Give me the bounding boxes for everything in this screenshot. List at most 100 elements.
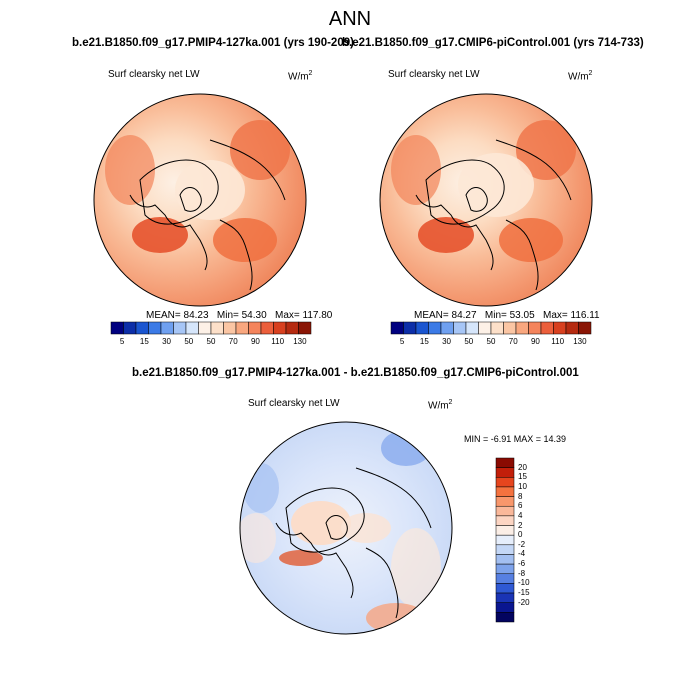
diff-colorbar-ticks: 20 15 10 8 6 4 2 0 -2 -4 -6 -8 -10 -15 -20	[518, 458, 548, 622]
colorbar-swatch	[495, 602, 515, 613]
colorbar-swatch	[495, 534, 515, 546]
colorbar-swatch	[235, 321, 249, 335]
colorbar-tick-label: 130	[573, 337, 587, 346]
colorbar-tick-label: 10	[518, 481, 527, 491]
colorbar-tick-label: 6	[518, 501, 523, 511]
colorbar-tick-label: 5	[399, 337, 405, 346]
right-colorbar-ticks: 5 15 30 50 50 70 90 110 130	[391, 337, 591, 349]
colorbar-swatch	[528, 321, 542, 335]
colorbar-tick-label: -8	[518, 568, 526, 578]
colorbar-swatch	[273, 321, 287, 335]
colorbar-tick-label: 15	[518, 472, 527, 482]
left-panel-case-title: b.e21.B1850.f09_g17.PMIP4-127ka.001 (yrs…	[72, 37, 354, 49]
colorbar-swatch	[495, 544, 515, 555]
colorbar-swatch	[390, 321, 404, 335]
colorbar-tick-label: 50	[486, 337, 496, 346]
colorbar-swatch	[495, 573, 515, 584]
colorbar-swatch	[495, 477, 515, 488]
colorbar-swatch	[415, 321, 429, 335]
colorbar-swatch	[428, 321, 442, 335]
colorbar-tick-label: 50	[464, 337, 474, 346]
colorbar-tick-label: -6	[518, 559, 526, 569]
right-polar-map	[379, 93, 593, 307]
colorbar-swatch	[495, 554, 515, 565]
colorbar-tick-label: 2	[518, 520, 523, 530]
colorbar-swatch	[495, 592, 515, 603]
colorbar-swatch	[495, 563, 515, 575]
colorbar-tick-label: 30	[162, 337, 171, 346]
colorbar-swatch	[173, 321, 187, 335]
diff-panel-minmax: MIN = -6.91 MAX = 14.39	[464, 434, 567, 444]
left-panel-units: W/m2	[288, 70, 313, 83]
colorbar-swatch	[495, 612, 515, 623]
colorbar-swatch	[148, 321, 162, 335]
colorbar-tick-label: 90	[250, 337, 260, 346]
colorbar-swatch	[403, 321, 417, 335]
colorbar-swatch	[248, 321, 262, 335]
colorbar-swatch	[223, 321, 237, 335]
left-colorbar-ticks: 5 15 30 50 50 70 90 110 130	[111, 337, 311, 349]
colorbar-tick-label: 4	[518, 510, 523, 520]
colorbar-tick-label: 15	[419, 337, 429, 346]
diff-panel-variable: Surf clearsky net LW	[248, 398, 340, 409]
right-panel-case-title: b.e21.B1850.f09_g17.CMIP6-piControl.001 …	[342, 37, 644, 49]
colorbar-tick-label: 130	[293, 337, 307, 346]
colorbar-swatch	[540, 321, 554, 335]
colorbar-swatch	[578, 321, 592, 335]
right-panel-stats: MEAN= 84.27 Min= 53.05 Max= 116.11	[414, 310, 600, 321]
left-colorbar	[110, 321, 312, 335]
colorbar-swatch	[495, 505, 515, 517]
colorbar-swatch	[565, 321, 579, 335]
right-colorbar	[390, 321, 592, 335]
colorbar-swatch	[298, 321, 312, 335]
colorbar-swatch	[490, 321, 504, 335]
colorbar-tick-label: 15	[139, 337, 149, 346]
colorbar-swatch	[198, 321, 212, 335]
colorbar-swatch	[453, 321, 467, 335]
colorbar-swatch	[135, 321, 149, 335]
colorbar-tick-label: 30	[442, 337, 451, 346]
colorbar-tick-label: 70	[228, 337, 238, 346]
colorbar-tick-label: 0	[518, 530, 523, 540]
diff-panel-case-title: b.e21.B1850.f09_g17.PMIP4-127ka.001 - b.…	[132, 367, 579, 379]
colorbar-swatch	[478, 321, 492, 335]
diff-panel-units: W/m2	[428, 399, 453, 412]
left-panel-stats: MEAN= 84.23 Min= 54.30 Max= 117.80	[146, 310, 333, 321]
colorbar-swatch	[495, 486, 515, 497]
colorbar-tick-label: -15	[518, 588, 530, 598]
colorbar-swatch	[553, 321, 567, 335]
colorbar-swatch	[465, 321, 479, 335]
colorbar-swatch	[160, 321, 174, 335]
colorbar-swatch	[185, 321, 199, 335]
figure-title: ANN	[328, 8, 372, 30]
colorbar-swatch	[495, 525, 515, 536]
colorbar-swatch	[495, 515, 515, 526]
colorbar-swatch	[440, 321, 454, 335]
colorbar-tick-label: 90	[530, 337, 540, 346]
colorbar-tick-label: 8	[518, 491, 523, 501]
right-panel-units: W/m2	[568, 70, 593, 83]
colorbar-swatch	[123, 321, 137, 335]
left-panel-variable: Surf clearsky net LW	[108, 69, 200, 80]
colorbar-swatch	[503, 321, 517, 335]
right-panel-variable: Surf clearsky net LW	[388, 69, 480, 80]
colorbar-tick-label: 110	[271, 337, 285, 346]
colorbar-swatch	[515, 321, 529, 335]
colorbar-swatch	[495, 467, 515, 478]
colorbar-tick-label: -10	[518, 578, 530, 588]
colorbar-tick-label: -2	[518, 539, 526, 549]
colorbar-tick-label: -4	[518, 549, 526, 559]
colorbar-swatch	[495, 457, 515, 468]
diff-colorbar	[495, 457, 515, 623]
colorbar-tick-label: 50	[184, 337, 194, 346]
colorbar-swatch	[495, 496, 515, 507]
colorbar-tick-label: -20	[518, 597, 530, 607]
colorbar-swatch	[110, 321, 124, 335]
diff-polar-map	[239, 421, 453, 635]
colorbar-swatch	[210, 321, 224, 335]
colorbar-tick-label: 20	[518, 462, 527, 472]
colorbar-tick-label: 5	[119, 337, 125, 346]
colorbar-swatch	[495, 583, 515, 594]
colorbar-swatch	[285, 321, 299, 335]
colorbar-tick-label: 50	[206, 337, 216, 346]
